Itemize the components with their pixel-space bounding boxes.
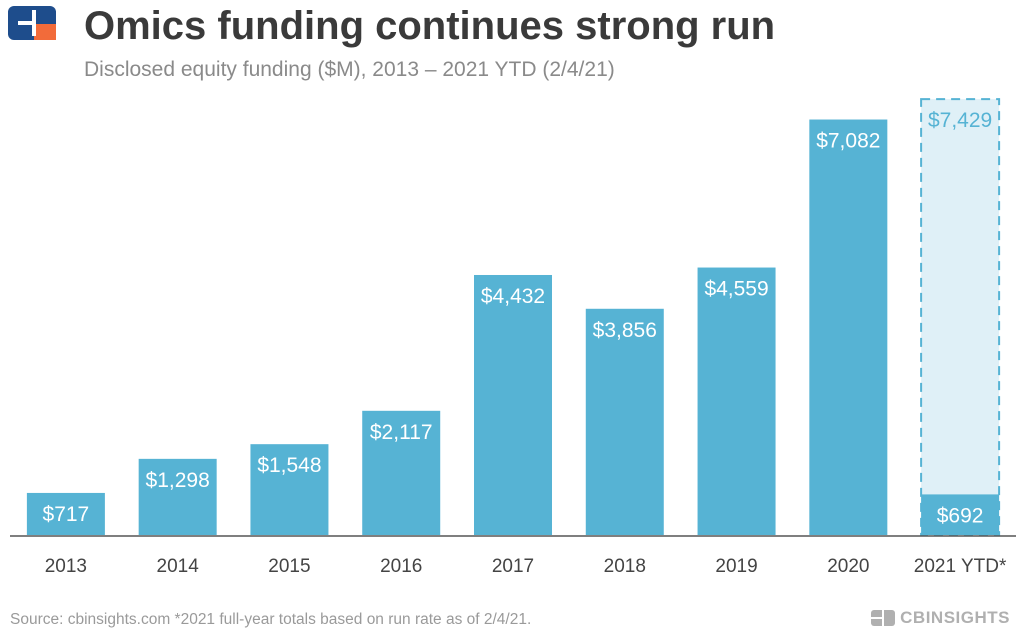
bar: [250, 444, 329, 535]
bar-value-label: $3,856: [593, 319, 657, 342]
x-tick-label: 2018: [604, 556, 646, 577]
x-tick-label: 2013: [45, 556, 87, 577]
x-tick-label: 2016: [380, 556, 422, 577]
chart-title: Omics funding continues strong run: [84, 4, 776, 48]
bar-value-label: $2,117: [370, 421, 433, 444]
bar: [362, 410, 441, 535]
bar: [809, 119, 888, 535]
bar-value-label: $717: [43, 503, 90, 526]
x-tick-label: 2014: [157, 556, 200, 577]
x-tick-label: 2021 YTD*: [914, 556, 1007, 577]
source-note: Source: cbinsights.com *2021 full-year t…: [10, 611, 532, 628]
bar: [585, 308, 664, 535]
x-tick-label: 2020: [827, 556, 869, 577]
cb-insights-mark-icon: [871, 610, 896, 626]
cb-insights-logo-icon: [8, 6, 56, 40]
chart-subtitle: Disclosed equity funding ($M), 2013 – 20…: [84, 58, 615, 81]
x-tick-label: 2017: [492, 556, 534, 577]
bar-value-label: $4,432: [481, 285, 545, 308]
bar: [474, 274, 552, 535]
brand-mark: CBINSIGHTS: [871, 608, 1010, 627]
brand-text: CBINSIGHTS: [900, 608, 1010, 627]
bar-value-label: $1,548: [257, 454, 321, 477]
x-tick-label: 2019: [715, 556, 757, 577]
bar: [26, 492, 105, 535]
bar: [921, 494, 1000, 535]
bar-value-label: $692: [937, 504, 984, 527]
bar: [697, 267, 776, 535]
bar-value-label: $4,559: [704, 278, 768, 301]
bar: [138, 458, 217, 535]
projected-value-label: $7,429: [928, 109, 992, 132]
x-tick-label: 2015: [268, 556, 310, 577]
bar-value-label: $1,298: [146, 469, 210, 492]
projected-bar: [920, 98, 1001, 536]
bar-value-label: $7,082: [816, 130, 880, 153]
